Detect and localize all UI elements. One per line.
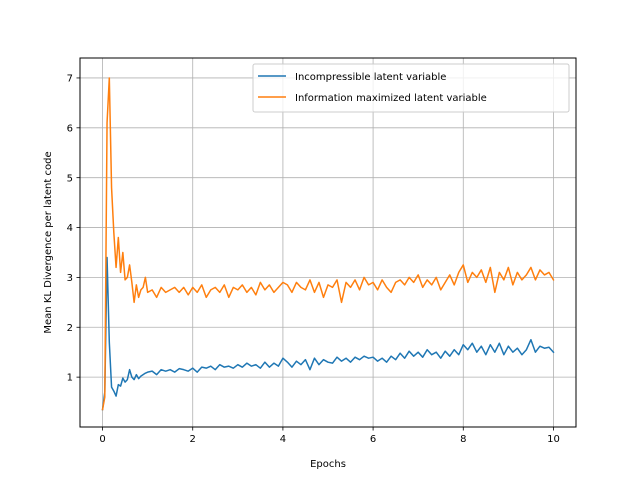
y-tick-label-2: 3 bbox=[67, 273, 73, 284]
y-tick-label-0: 1 bbox=[67, 373, 73, 384]
series-line-0 bbox=[101, 256, 555, 411]
series-layer bbox=[101, 77, 555, 411]
y-tick-label-5: 6 bbox=[67, 123, 73, 134]
x-tick-label-4: 8 bbox=[460, 434, 466, 445]
x-tick-label-5: 10 bbox=[547, 434, 560, 445]
y-tick-label-3: 4 bbox=[67, 223, 73, 234]
y-tick-label-6: 7 bbox=[67, 74, 73, 85]
legend-label-incompressible: Incompressible latent variable bbox=[295, 72, 446, 83]
series-line-1 bbox=[101, 77, 555, 411]
x-tick-label-0: 0 bbox=[99, 434, 105, 445]
legend: Incompressible latent variable Informati… bbox=[252, 63, 570, 113]
x-axis-label: Epochs bbox=[310, 459, 346, 470]
legend-label-information-maximized: Information maximized latent variable bbox=[295, 93, 487, 104]
x-tick-label-2: 4 bbox=[280, 434, 286, 445]
y-tick-label-1: 2 bbox=[67, 323, 73, 334]
grid bbox=[80, 58, 576, 427]
x-tick-label-1: 2 bbox=[190, 434, 196, 445]
plot-area-frame bbox=[79, 57, 577, 428]
y-axis-label: Mean KL Divergence per latent code bbox=[43, 151, 54, 333]
y-tick-label-4: 5 bbox=[67, 173, 73, 184]
x-tick-label-3: 6 bbox=[370, 434, 376, 445]
legend-box bbox=[252, 63, 570, 113]
